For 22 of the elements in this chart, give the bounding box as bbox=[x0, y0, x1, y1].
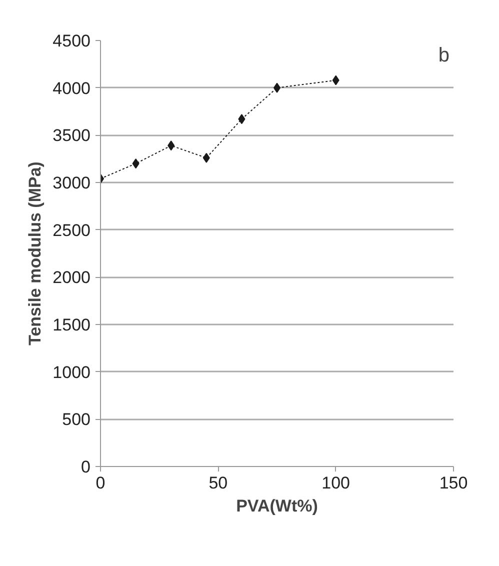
annotation: b bbox=[438, 44, 450, 66]
point bbox=[238, 114, 246, 124]
y-tick-label: 3000 bbox=[52, 174, 91, 192]
x-tick-label: 100 bbox=[322, 474, 350, 492]
y-tick-label: 1500 bbox=[52, 316, 91, 334]
point bbox=[332, 75, 340, 86]
point bbox=[168, 140, 175, 151]
y-tick-label: 2500 bbox=[52, 220, 91, 240]
y-tick-label: 2000 bbox=[52, 268, 91, 288]
point bbox=[202, 152, 210, 163]
y-tick-label: 500 bbox=[62, 410, 91, 430]
y-tick-label: 4000 bbox=[52, 78, 91, 98]
y-tick-label: 1000 bbox=[52, 362, 91, 382]
point bbox=[132, 158, 140, 169]
x-tick-label: 150 bbox=[439, 474, 468, 492]
x-tick-label: 50 bbox=[208, 474, 228, 492]
y-tick-label: 0 bbox=[81, 458, 91, 476]
x-tick-label: 0 bbox=[96, 474, 106, 492]
y-tick-label: 4500 bbox=[52, 32, 91, 50]
y-axis-title: Tensile modulus (MPa) bbox=[26, 162, 45, 346]
x-axis-title: PVA(Wt%) bbox=[236, 496, 318, 516]
y-tick-label: 3500 bbox=[52, 126, 91, 146]
